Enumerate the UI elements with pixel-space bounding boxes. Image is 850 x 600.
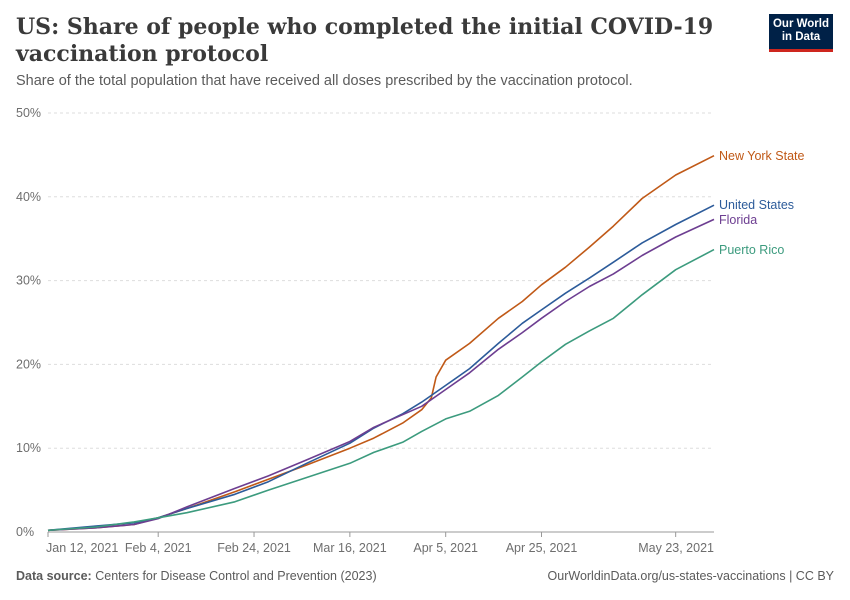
y-tick-label: 50%: [16, 106, 41, 120]
data-source-text: Centers for Disease Control and Preventi…: [95, 569, 377, 583]
data-source: Data source: Centers for Disease Control…: [16, 569, 377, 583]
x-tick-label: Apr 5, 2021: [413, 541, 478, 555]
logo-line-1: Our World: [772, 18, 829, 30]
series-lines: [47, 154, 715, 532]
data-source-label: Data source:: [16, 569, 92, 583]
series-line[interactable]: [47, 204, 715, 532]
y-axis-labels: 0% 10% 20% 30% 40% 50%: [16, 106, 41, 539]
grid-lines: [48, 112, 714, 449]
y-tick-label: 30%: [16, 274, 41, 288]
series-line[interactable]: [47, 218, 715, 532]
y-tick-label: 40%: [16, 190, 41, 204]
x-axis: Jan 12, 2021 Feb 4, 2021 Feb 24, 2021 Mar 1…: [46, 531, 714, 555]
chart-title: US: Share of people who completed the in…: [16, 14, 714, 67]
footer-link[interactable]: OurWorldinData.org/us-states-vaccination…: [547, 569, 834, 583]
series-label: New York State: [719, 149, 805, 163]
y-tick-label: 10%: [16, 441, 41, 455]
series-line[interactable]: [47, 154, 715, 532]
series-label: Florida: [719, 213, 757, 227]
chart-subtitle: Share of the total population that have …: [16, 73, 633, 89]
x-tick-label: Feb 24, 2021: [217, 541, 291, 555]
x-tick-label: Feb 4, 2021: [125, 541, 192, 555]
x-tick-label: Apr 25, 2021: [506, 541, 578, 555]
owid-logo[interactable]: Our World in Data: [769, 14, 833, 52]
x-tick-label: May 23, 2021: [638, 541, 714, 555]
x-tick-label: Mar 16, 2021: [313, 541, 387, 555]
logo-line-2: in Data: [781, 31, 821, 43]
series-line[interactable]: [47, 248, 715, 532]
y-tick-label: 0%: [16, 525, 34, 539]
series-label: United States: [719, 198, 794, 212]
y-tick-label: 20%: [16, 357, 41, 371]
series-label: Puerto Rico: [719, 243, 784, 257]
x-tick-label: Jan 12, 2021: [46, 541, 118, 555]
